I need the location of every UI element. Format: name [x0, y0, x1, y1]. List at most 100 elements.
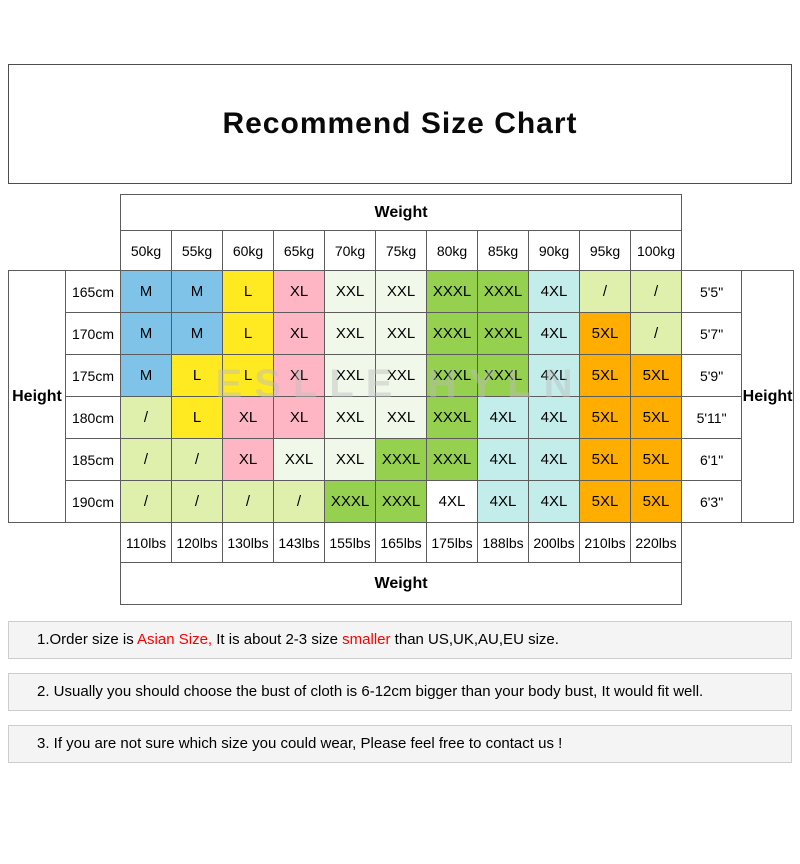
size-cell: /: [120, 480, 172, 523]
lbs-footer: 130lbs: [222, 522, 274, 563]
height-ft: 5'5": [681, 270, 743, 313]
size-cell: XXL: [324, 396, 376, 439]
kg-header: 65kg: [273, 230, 325, 271]
kg-header: 55kg: [171, 230, 223, 271]
size-cell: 4XL: [528, 480, 580, 523]
size-cell: XXXL: [375, 480, 427, 523]
size-cell: 5XL: [629, 480, 683, 523]
size-cell: 4XL: [477, 396, 529, 439]
corner-blank: [8, 522, 121, 563]
table-row: 180cm / L XL XL XXL XXL XXXL 4XL 4XL 5XL 5XL 5'11": [9, 396, 794, 439]
lbs-footer: 200lbs: [528, 522, 580, 563]
size-cell: XXXL: [426, 270, 478, 313]
height-cm: 175cm: [65, 354, 121, 397]
size-cell: XXXL: [426, 396, 478, 439]
size-cell: XXXL: [477, 270, 529, 313]
size-cell: XXXL: [477, 312, 529, 355]
size-cell: XXL: [324, 438, 376, 481]
notes-section: 1.Order size is Asian Size, It is about …: [8, 621, 792, 763]
size-cell: /: [579, 270, 631, 313]
table-row: 185cm / / XL XXL XXL XXXL XXXL 4XL 4XL 5XL 5XL 6'1": [9, 438, 794, 481]
height-cm: 170cm: [65, 312, 121, 355]
size-cell: 4XL: [528, 396, 580, 439]
size-cell: XL: [222, 438, 274, 481]
note-1-smaller: smaller: [342, 631, 391, 648]
size-cell: 5XL: [579, 312, 631, 355]
table-row: 175cm M L L XL XXL XXL XXXL XXXL 4XL 5XL 5XL 5'9": [9, 354, 794, 397]
size-cell: L: [171, 354, 223, 397]
lbs-footer: 165lbs: [375, 522, 427, 563]
height-cm: 185cm: [65, 438, 121, 481]
page-title: Recommend Size Chart: [222, 107, 578, 140]
corner-blank: [681, 230, 794, 271]
size-cell: 4XL: [528, 438, 580, 481]
corner-blank: [681, 562, 794, 605]
size-cell: XXL: [375, 354, 427, 397]
size-cell: XXL: [375, 396, 427, 439]
size-cell: /: [273, 480, 325, 523]
table-row: 50kg 55kg 60kg 65kg 70kg 75kg 80kg 85kg 90kg 95kg…: [8, 230, 794, 271]
height-ft: 5'7": [681, 312, 743, 355]
size-cell: 5XL: [629, 438, 683, 481]
size-cell: L: [222, 354, 274, 397]
note-2: 2. Usually you should choose the bust of…: [8, 673, 792, 711]
table-row: 110lbs 120lbs 130lbs 143lbs 155lbs 165lbs 175l…: [8, 522, 794, 563]
size-cell: XXL: [375, 312, 427, 355]
lbs-footer: 210lbs: [579, 522, 631, 563]
weight-header-bottom: Weight: [119, 562, 683, 605]
kg-header: 90kg: [528, 230, 580, 271]
size-cell: XL: [222, 396, 274, 439]
size-cell: 5XL: [579, 396, 631, 439]
table-row: Height 165cm M M L XL XXL XXL XXXL XXXL 4XL //5'5" H…: [8, 270, 795, 523]
size-cell: XXL: [273, 438, 325, 481]
size-cell: XXXL: [324, 480, 376, 523]
corner-blank: [681, 522, 794, 563]
size-cell: XXL: [324, 312, 376, 355]
size-cell: 4XL: [528, 354, 580, 397]
table-row: Weight: [8, 194, 794, 231]
table-row: 190cm / / / / XXXL XXXL 4XL 4XL 4XL 5XL 5XL 6'3": [9, 480, 794, 523]
kg-header: 50kg: [120, 230, 172, 271]
table-row: Weight: [8, 562, 794, 605]
weight-header-top: Weight: [119, 194, 683, 231]
lbs-footer: 143lbs: [273, 522, 325, 563]
height-cm: 165cm: [65, 270, 121, 313]
size-cell: 5XL: [629, 354, 683, 397]
size-cell: XL: [273, 354, 325, 397]
height-label-left: Height: [8, 270, 66, 523]
note-1-text-b: It is about 2-3 size: [212, 631, 343, 648]
note-1-text-a: 1.Order size is: [37, 631, 138, 648]
height-ft: 6'1": [681, 438, 743, 481]
size-cell: M: [120, 312, 172, 355]
size-cell: 4XL: [426, 480, 478, 523]
size-cell: 4XL: [477, 480, 529, 523]
size-cell: XXXL: [375, 438, 427, 481]
corner-blank: [8, 230, 121, 271]
size-chart-page: Recommend Size Chart Weight 50kg 55kg 60kg 6…: [0, 64, 800, 864]
title-box: Recommend Size Chart: [8, 64, 792, 184]
height-ft: 5'9": [681, 354, 743, 397]
size-cell: XL: [273, 312, 325, 355]
lbs-footer: 110lbs: [120, 522, 172, 563]
size-cell: M: [120, 354, 172, 397]
lbs-footer: 155lbs: [324, 522, 376, 563]
size-cell: XXXL: [426, 312, 478, 355]
height-cm: 180cm: [65, 396, 121, 439]
height-ft: 5'11": [681, 396, 743, 439]
kg-header: 100kg: [629, 230, 683, 271]
size-cell: /: [171, 480, 223, 523]
size-cell: M: [171, 312, 223, 355]
kg-header: 75kg: [375, 230, 427, 271]
size-cell: L: [222, 312, 274, 355]
size-cell: 5XL: [579, 354, 631, 397]
corner-blank: [681, 194, 794, 231]
size-cell: 5XL: [629, 396, 683, 439]
kg-header: 80kg: [426, 230, 478, 271]
size-cell: XXXL: [426, 354, 478, 397]
corner-blank: [8, 562, 121, 605]
note-3-text: 3. If you are not sure which size you co…: [37, 735, 563, 752]
size-cell: /: [222, 480, 274, 523]
kg-header: 70kg: [324, 230, 376, 271]
size-cell: XXXL: [426, 438, 478, 481]
size-cell: XXXL: [477, 354, 529, 397]
